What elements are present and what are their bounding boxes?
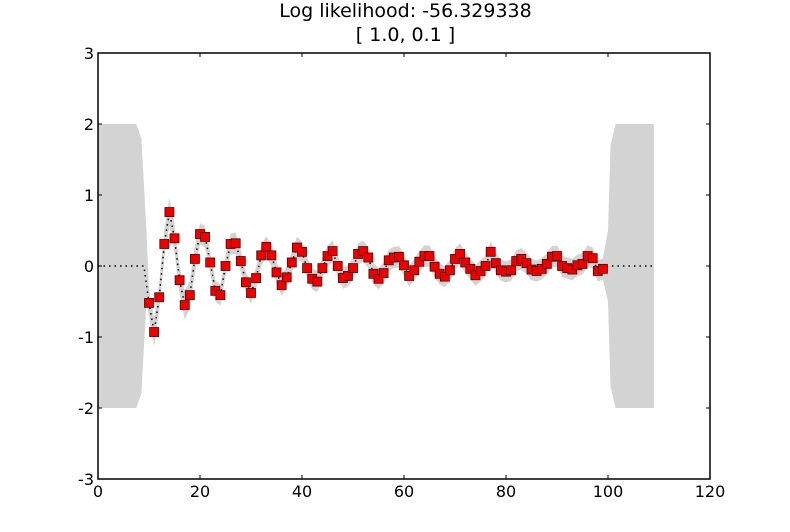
data-point	[144, 298, 154, 308]
data-point	[266, 250, 277, 261]
data-point	[363, 252, 374, 263]
data-point	[256, 250, 267, 261]
data-point	[302, 263, 313, 274]
data-point	[404, 271, 415, 281]
y-tick-label: -1	[78, 328, 94, 347]
data-point	[169, 233, 180, 244]
data-point	[393, 251, 404, 262]
data-point	[348, 263, 358, 274]
data-point	[205, 257, 216, 268]
data-point	[399, 260, 409, 271]
x-tick-label: 60	[394, 482, 414, 501]
x-tick-label: 0	[93, 482, 103, 501]
data-point	[332, 261, 343, 271]
data-point	[598, 263, 608, 274]
data-point	[164, 207, 175, 217]
data-point	[312, 276, 323, 287]
data-point	[439, 271, 450, 282]
data-point	[286, 257, 297, 268]
data-point	[378, 268, 389, 279]
data-point	[460, 257, 471, 268]
data-point	[536, 263, 547, 274]
data-point	[271, 267, 282, 278]
data-point	[235, 256, 246, 266]
y-tick-label: 2	[84, 115, 94, 134]
data-point	[465, 263, 476, 274]
data-point	[429, 261, 440, 272]
data-markers	[144, 207, 608, 337]
data-point	[480, 261, 491, 271]
data-point	[297, 246, 307, 257]
data-point	[358, 246, 369, 256]
data-point	[240, 277, 251, 288]
x-tick-label: 20	[190, 482, 210, 501]
x-tick-label: 40	[292, 482, 312, 501]
data-point	[552, 251, 562, 261]
y-axis: 3 2 1 0 -1 -2 -3	[78, 44, 710, 489]
data-point	[368, 268, 379, 279]
data-point	[424, 251, 435, 261]
data-point	[220, 261, 231, 271]
x-tick-label: 80	[496, 482, 516, 501]
data-point	[342, 271, 353, 281]
data-point	[373, 273, 384, 284]
data-point	[414, 256, 425, 267]
data-point	[521, 258, 532, 269]
data-point	[246, 288, 256, 298]
data-point	[444, 265, 455, 276]
data-point	[281, 272, 292, 283]
data-point	[200, 231, 211, 242]
y-tick-label: 3	[84, 44, 94, 63]
data-point	[174, 275, 185, 286]
y-tick-label: 0	[84, 257, 94, 276]
data-point	[317, 263, 328, 274]
data-point	[409, 265, 420, 276]
data-point	[261, 241, 272, 252]
x-axis: 0 20 40 60 80 100 120	[93, 53, 725, 501]
data-point	[506, 265, 517, 276]
confidence-band	[98, 124, 654, 408]
data-point	[159, 239, 170, 249]
data-point	[149, 327, 160, 337]
data-point	[587, 253, 598, 264]
chart-title: Log likelihood: -56.329338	[279, 0, 532, 22]
x-tick-label: 120	[695, 482, 726, 501]
data-point	[475, 266, 486, 276]
x-tick-label: 100	[593, 482, 624, 501]
data-point	[455, 249, 466, 259]
data-point	[450, 253, 460, 264]
y-tick-label: -3	[78, 470, 94, 489]
data-point	[541, 258, 552, 269]
data-point	[154, 292, 165, 303]
data-point	[230, 238, 241, 249]
y-tick-label: -2	[78, 399, 94, 418]
chart-subtitle: [ 1.0, 0.1 ]	[355, 24, 456, 46]
data-point	[189, 253, 200, 264]
data-point	[179, 300, 190, 310]
data-point	[215, 290, 226, 301]
data-point	[322, 251, 333, 261]
data-point	[327, 246, 338, 256]
data-point	[184, 290, 195, 301]
data-point	[490, 258, 501, 269]
data-point	[577, 258, 588, 269]
data-point	[276, 280, 287, 291]
y-tick-label: 1	[84, 186, 94, 205]
data-point	[485, 246, 496, 257]
data-point	[251, 273, 262, 283]
